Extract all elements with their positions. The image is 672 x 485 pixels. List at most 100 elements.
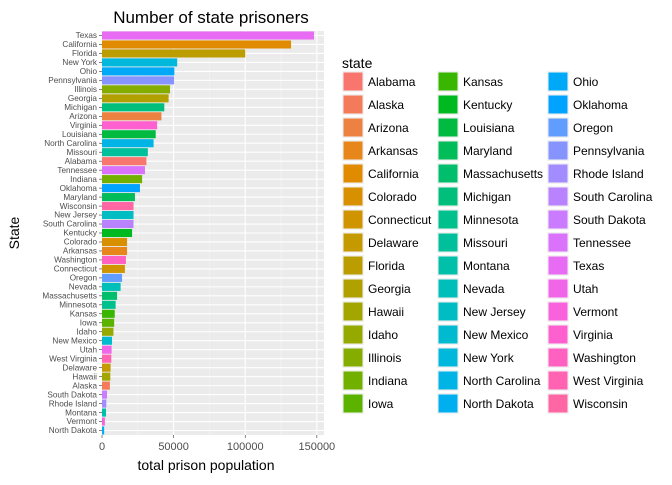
bar-oklahoma [102, 184, 140, 193]
legend-swatch-pennsylvania [548, 141, 568, 160]
legend-swatch-virginia [548, 325, 568, 344]
bar-wisconsin [102, 202, 134, 211]
bar-california [102, 40, 292, 49]
bar-arizona [102, 112, 162, 121]
legend-label: North Carolina [463, 374, 541, 388]
y-tick-label: Indiana [70, 175, 97, 184]
bar-rhode-island [102, 399, 107, 408]
y-tick-label: Pennsylvania [48, 76, 97, 85]
bar-missouri [102, 148, 148, 157]
y-tick-label: Hawaii [72, 372, 97, 381]
legend-label: New York [463, 351, 515, 365]
legend-swatch-missouri [438, 233, 458, 252]
y-tick-label: Maryland [63, 193, 97, 202]
y-axis-title: State [6, 216, 22, 249]
bar-new-jersey [102, 211, 134, 220]
bar-massachusetts [102, 291, 118, 300]
bar-new-york [102, 58, 178, 67]
y-tick-label: Ohio [80, 67, 98, 76]
legend-label: Arkansas [368, 144, 418, 158]
legend-swatch-alabama [343, 72, 363, 91]
bar-north-dakota [102, 426, 105, 435]
legend-swatch-alaska [343, 95, 363, 114]
legend-swatch-florida [343, 256, 363, 275]
legend-swatch-hawaii [343, 302, 363, 321]
legend-swatch-north-dakota [438, 394, 458, 413]
legend-swatch-louisiana [438, 118, 458, 137]
chart-title: Number of state prisoners [113, 8, 309, 27]
bar-kansas [102, 309, 115, 318]
bar-michigan [102, 103, 165, 112]
legend-label: Michigan [463, 190, 511, 204]
legend-label: New Mexico [463, 328, 529, 342]
bar-illinois [102, 85, 171, 94]
y-tick-label: New Mexico [52, 336, 97, 345]
legend-swatch-wisconsin [548, 394, 568, 413]
legend-label: New Jersey [463, 305, 526, 319]
y-tick-label: California [62, 40, 97, 49]
legend-swatch-tennessee [548, 233, 568, 252]
y-tick-label: Georgia [68, 94, 98, 103]
legend-swatch-colorado [343, 187, 363, 206]
legend-swatch-michigan [438, 187, 458, 206]
y-tick-label: Connecticut [54, 265, 98, 274]
bar-kentucky [102, 228, 133, 238]
legend-swatch-utah [548, 279, 568, 298]
y-tick-label: West Virginia [49, 354, 97, 363]
legend-label: Missouri [463, 236, 508, 250]
bar-north-carolina [102, 139, 154, 148]
y-tick-label: Iowa [80, 318, 98, 327]
bar-iowa [102, 318, 115, 327]
bar-oregon [102, 273, 123, 282]
y-tick-label: Illinois [74, 85, 97, 94]
legend-label: Delaware [368, 236, 419, 250]
bar-virginia [102, 121, 158, 130]
y-tick-label: Tennessee [57, 166, 97, 175]
legend-swatch-maryland [438, 141, 458, 160]
y-tick-label: Massachusetts [42, 292, 97, 301]
y-tick-label: Missouri [67, 148, 98, 157]
legend-label: Wisconsin [573, 397, 628, 411]
legend-swatch-indiana [343, 371, 363, 390]
legend-label: Alabama [368, 75, 416, 89]
y-tick-label: Wisconsin [60, 202, 98, 211]
legend-label: Idaho [368, 328, 398, 342]
bar-minnesota [102, 300, 116, 309]
x-tick-label: 0 [99, 441, 105, 453]
legend-label: Hawaii [368, 305, 404, 319]
legend-label: Colorado [368, 190, 417, 204]
legend-swatch-kansas [438, 72, 458, 91]
bars [102, 31, 314, 435]
y-tick-label: Oklahoma [60, 184, 98, 193]
y-tick-label: Nevada [69, 283, 98, 292]
bar-louisiana [102, 130, 156, 139]
bar-south-dakota [102, 390, 108, 399]
legend-label: Louisiana [463, 121, 515, 135]
legend-swatch-iowa [343, 394, 363, 413]
legend-label: Florida [368, 259, 405, 273]
y-tick-label: Colorado [64, 238, 98, 247]
legend-label: Utah [573, 282, 598, 296]
legend-label: Minnesota [463, 213, 519, 227]
legend-swatch-oklahoma [548, 95, 568, 114]
legend-swatch-delaware [343, 233, 363, 252]
legend-swatch-georgia [343, 279, 363, 298]
bar-vermont [102, 417, 105, 426]
y-tick-label: New York [62, 58, 97, 67]
legend-label: Arizona [368, 121, 409, 135]
bar-alabama [102, 157, 147, 166]
y-tick-label: New Jersey [54, 211, 98, 220]
legend-label: Vermont [573, 305, 618, 319]
legend-swatch-arizona [343, 118, 363, 137]
x-axis-title: total prison population [138, 457, 275, 473]
legend-label: Texas [573, 259, 604, 273]
legend-label: Oklahoma [573, 98, 628, 112]
legend-swatch-ohio [548, 72, 568, 91]
legend-label: North Dakota [463, 397, 534, 411]
legend-swatch-south-dakota [548, 210, 568, 229]
y-tick-label: Louisiana [62, 130, 97, 139]
x-tick-labels: 0 50000 100000 150000 [99, 435, 335, 453]
y-tick-label: South Dakota [47, 390, 97, 399]
